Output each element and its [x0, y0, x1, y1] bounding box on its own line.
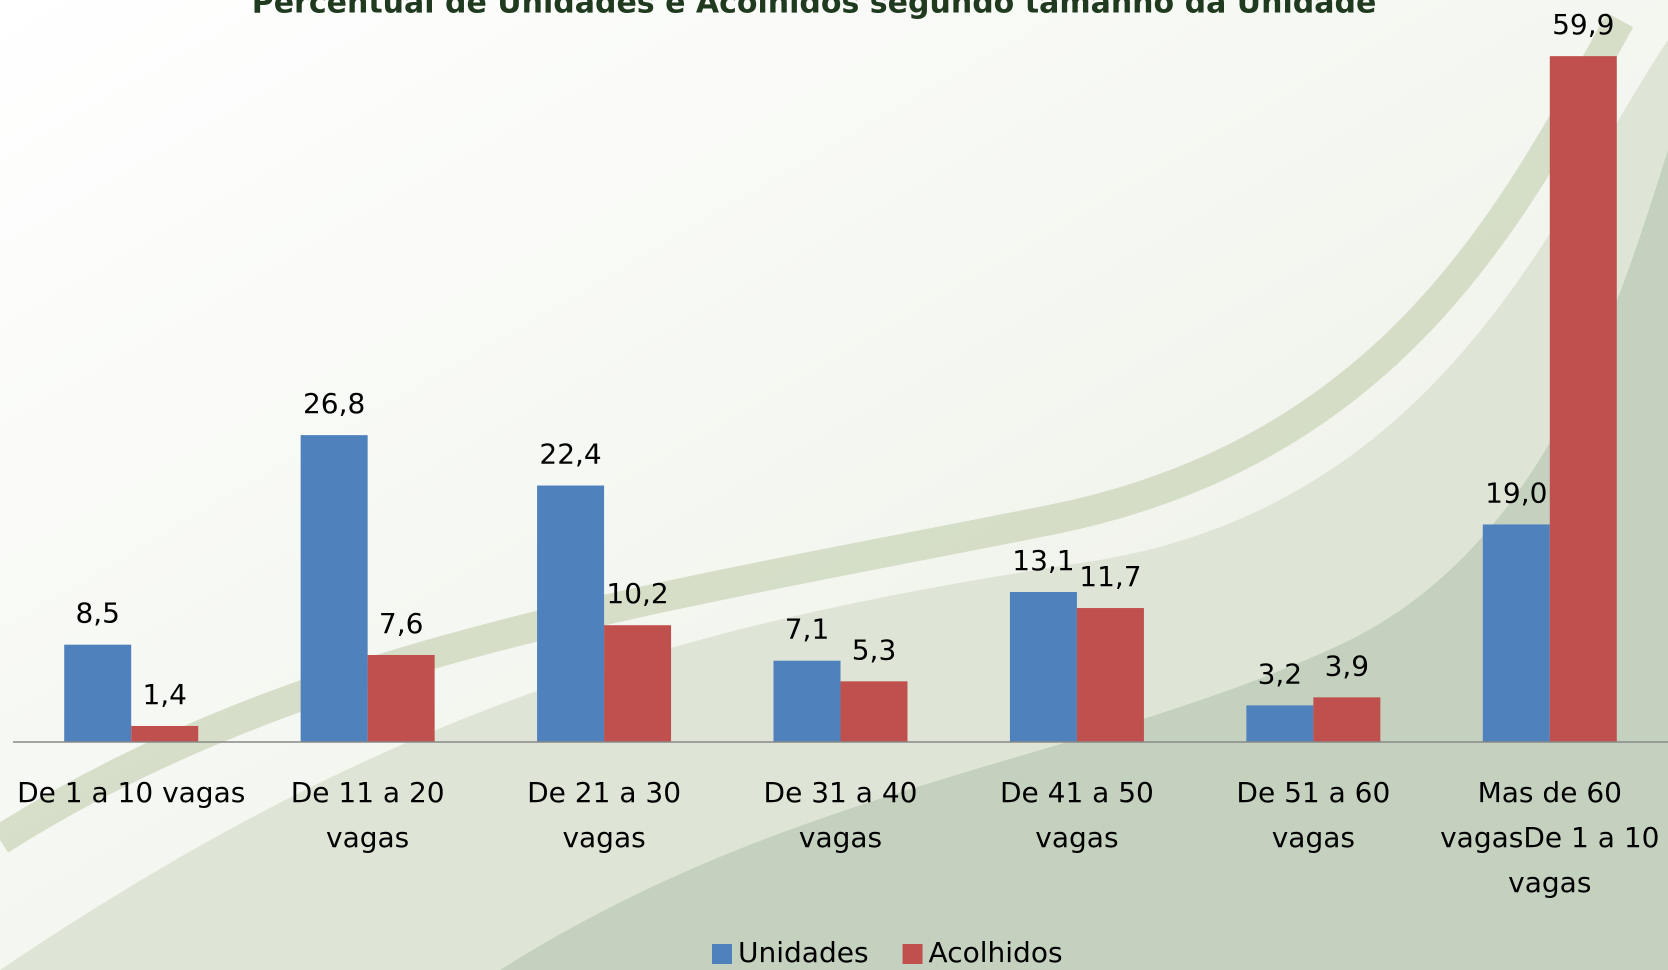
bar: [1313, 697, 1380, 742]
bar: [1483, 524, 1550, 742]
bar: [841, 681, 908, 742]
bar: [64, 645, 131, 742]
page: {"chart_data": {"type": "bar", "title": …: [0, 0, 1668, 970]
value-label: 13,1: [1012, 544, 1074, 577]
value-label: 22,4: [539, 438, 601, 471]
bar: [1077, 608, 1144, 742]
x-tick-label: De 21 a 30 vagas: [486, 770, 722, 860]
bar: [774, 661, 841, 742]
x-tick-label: De 31 a 40 vagas: [723, 770, 959, 860]
x-tick-label: Mas de 60 vagasDe 1 a 10 vagas: [1432, 770, 1668, 905]
bar: [301, 435, 368, 742]
value-label: 7,6: [379, 607, 424, 640]
legend-label: Unidades: [738, 936, 869, 969]
value-label: 8,5: [75, 597, 120, 630]
bar: [604, 625, 671, 742]
value-label: 59,9: [1552, 8, 1614, 41]
bar: [537, 486, 604, 742]
x-tick-label: De 11 a 20 vagas: [250, 770, 486, 860]
value-label: 10,2: [606, 577, 668, 610]
legend-swatch: [903, 944, 923, 964]
bar: [131, 726, 198, 742]
value-label: 3,9: [1325, 649, 1370, 682]
bar: [1010, 592, 1077, 742]
value-label: 11,7: [1079, 560, 1141, 593]
bar: [368, 655, 435, 742]
bar: [1550, 56, 1617, 742]
legend-label: Acolhidos: [929, 936, 1063, 969]
value-label: 5,3: [852, 633, 897, 666]
legend-swatch: [712, 944, 732, 964]
x-tick-label: De 51 a 60 vagas: [1195, 770, 1431, 860]
bar: [1246, 705, 1313, 742]
x-tick-label: De 1 a 10 vagas: [13, 770, 249, 815]
chart-title: Percentual de Unidades e Acolhidos segun…: [252, 0, 1377, 21]
value-label: 7,1: [785, 613, 830, 646]
value-label: 26,8: [303, 387, 365, 420]
value-label: 3,2: [1258, 657, 1303, 690]
value-label: 19,0: [1485, 476, 1547, 509]
x-tick-label: De 41 a 50 vagas: [959, 770, 1195, 860]
value-label: 1,4: [142, 678, 187, 711]
